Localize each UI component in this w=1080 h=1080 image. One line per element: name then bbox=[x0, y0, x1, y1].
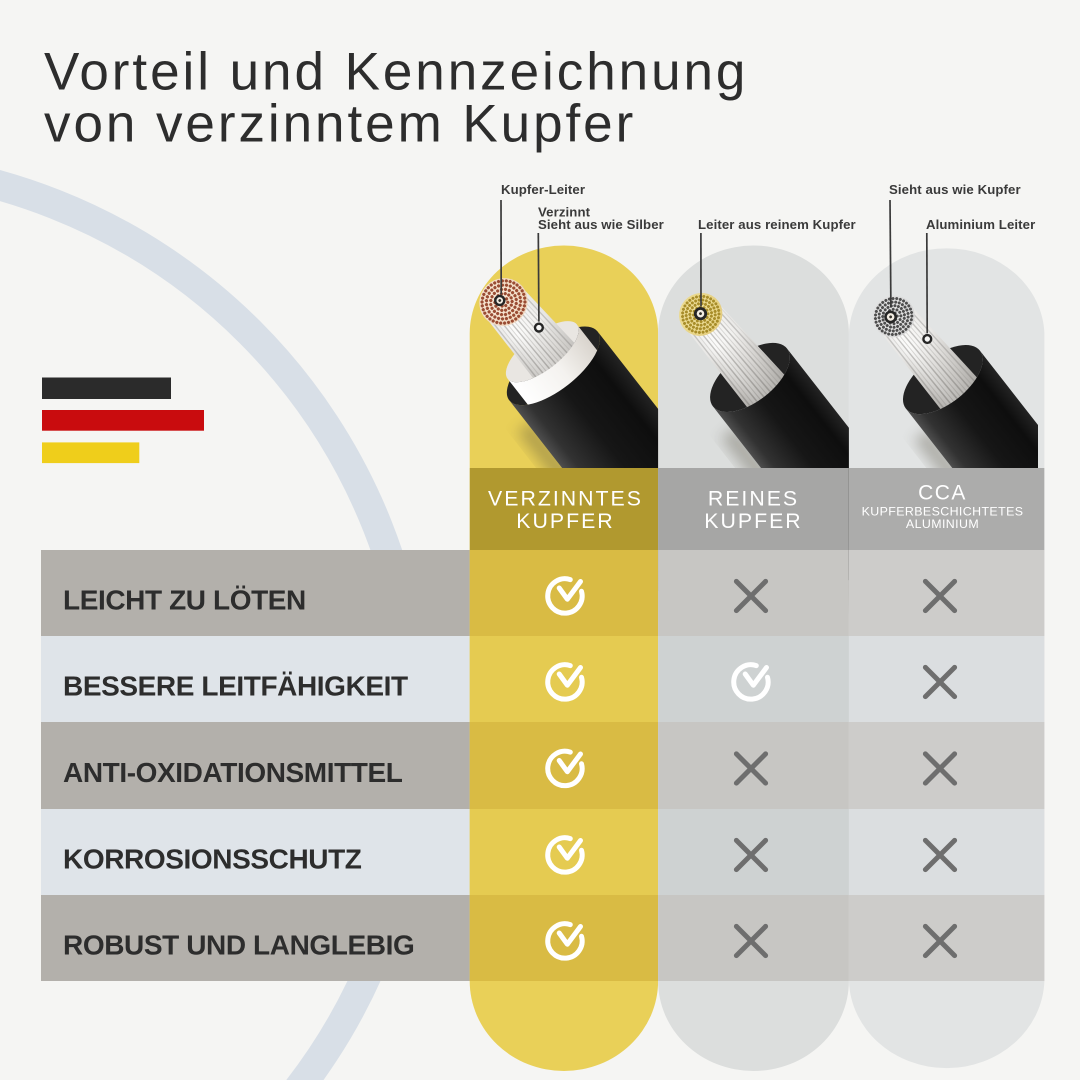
svg-text:ANTI-OXIDATIONSMITTEL: ANTI-OXIDATIONSMITTEL bbox=[63, 757, 403, 788]
svg-text:Vorteil und Kennzeichnung: Vorteil und Kennzeichnung bbox=[44, 42, 748, 101]
svg-text:Sieht aus wie Silber: Sieht aus wie Silber bbox=[538, 217, 664, 232]
svg-text:BESSERE LEITFÄHIGKEIT: BESSERE LEITFÄHIGKEIT bbox=[63, 670, 408, 701]
svg-text:KUPFER: KUPFER bbox=[704, 509, 802, 533]
svg-text:ROBUST UND LANGLEBIG: ROBUST UND LANGLEBIG bbox=[63, 929, 414, 960]
svg-text:LEICHT ZU LÖTEN: LEICHT ZU LÖTEN bbox=[63, 584, 306, 615]
svg-text:Sieht aus wie Kupfer: Sieht aus wie Kupfer bbox=[889, 182, 1021, 197]
svg-text:KORROSIONSSCHUTZ: KORROSIONSSCHUTZ bbox=[63, 843, 362, 874]
svg-text:REINES: REINES bbox=[708, 487, 799, 511]
svg-text:VERZINNTES: VERZINNTES bbox=[488, 487, 643, 511]
svg-text:Verzinnt: Verzinnt bbox=[538, 205, 591, 220]
svg-text:Leiter aus reinem Kupfer: Leiter aus reinem Kupfer bbox=[698, 217, 856, 232]
svg-text:von verzinntem Kupfer: von verzinntem Kupfer bbox=[44, 95, 636, 154]
svg-text:KUPFER: KUPFER bbox=[516, 509, 614, 533]
svg-text:ALUMINIUM: ALUMINIUM bbox=[906, 517, 979, 531]
svg-text:CCA: CCA bbox=[918, 482, 967, 505]
svg-text:Kupfer-Leiter: Kupfer-Leiter bbox=[501, 182, 585, 197]
svg-text:Aluminium Leiter: Aluminium Leiter bbox=[926, 217, 1035, 232]
svg-text:KUPFERBESCHICHTETES: KUPFERBESCHICHTETES bbox=[862, 505, 1024, 519]
